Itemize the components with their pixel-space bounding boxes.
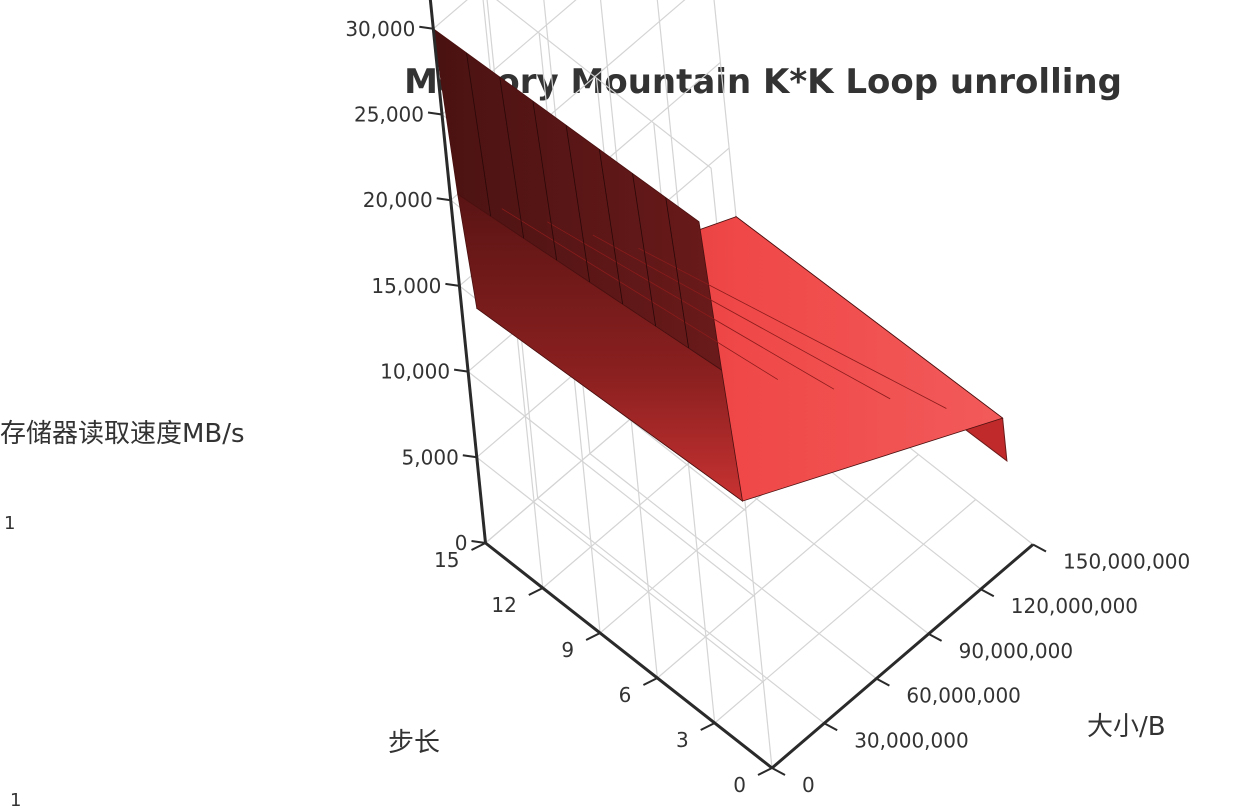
grid-line [589, 453, 877, 680]
z-tick-mark [445, 282, 460, 287]
y-tick-label: 120,000,000 [1011, 594, 1138, 618]
y-tick-mark [875, 677, 890, 687]
surface-facet [592, 234, 891, 400]
z-axis-label: 存储器读取速度MB/s [0, 419, 245, 449]
surface-facet [501, 208, 778, 380]
y-tick-label: 150,000,000 [1063, 550, 1190, 574]
surface-layer [432, 27, 1008, 502]
x-tick-label: 15 [434, 548, 459, 572]
grid-line [467, 371, 755, 598]
x-axis-label: 步长 [388, 728, 441, 758]
surface-facet [499, 76, 525, 239]
grid-line [496, 0, 712, 169]
x-tick-mark [642, 677, 658, 686]
surface-facet [532, 101, 558, 261]
z-axis-line [428, 0, 487, 544]
y-tick-mark [1032, 543, 1047, 553]
x-tick-label: 3 [676, 728, 689, 752]
z-tick-mark [419, 25, 434, 30]
z-tick-mark [462, 454, 477, 459]
z-tick-mark [471, 540, 486, 544]
y-tick-mark [823, 722, 838, 732]
z-tick-label: 15,000 [371, 274, 441, 298]
x-tick-mark [528, 587, 544, 596]
surface-facet [665, 197, 689, 349]
z-tick-label: 30,000 [345, 17, 415, 41]
stray-label-2: 1 [10, 790, 22, 811]
z-tick-mark [436, 197, 451, 202]
y-tick-label: 0 [802, 773, 815, 797]
grid-line [714, 499, 977, 724]
z-tick-label: 0 [455, 531, 468, 555]
tick-labels: 35,00030,00025,00020,00015,00010,0005,00… [345, 17, 1190, 797]
y-tick-mark [771, 767, 786, 776]
z-tick-label: 5,000 [402, 445, 459, 469]
y-axis-label: 大小/B [1087, 712, 1166, 742]
x-tick-label: 6 [619, 683, 632, 707]
y-tick-label: 90,000,000 [959, 639, 1074, 663]
x-tick-mark [700, 722, 716, 731]
x-axis-line [484, 541, 773, 770]
surface-facet [598, 149, 624, 305]
z-tick-label: 25,000 [354, 103, 424, 127]
axes-layer [419, 0, 1047, 776]
surface-facet [638, 247, 947, 409]
y-tick-mark [980, 588, 995, 598]
z-tick-label: 20,000 [363, 188, 433, 212]
x-tick-mark [585, 632, 601, 641]
x-tick-mark [757, 767, 773, 776]
x-tick-mark [471, 542, 486, 551]
grid-line [537, 497, 825, 724]
x-tick-label: 9 [561, 638, 574, 662]
z-tick-label: 10,000 [380, 360, 450, 384]
grid-line [657, 454, 919, 679]
x-tick-label: 0 [733, 773, 746, 797]
z-tick-mark [427, 111, 443, 116]
y-axis-line [771, 543, 1034, 770]
y-tick-mark [928, 633, 943, 642]
surface-facet [632, 173, 656, 327]
x-tick-label: 12 [491, 593, 516, 617]
z-tick-mark [453, 368, 469, 373]
stray-label-1: 1 [4, 513, 16, 534]
surface-facet [466, 52, 492, 217]
y-tick-label: 60,000,000 [906, 684, 1021, 708]
grid-line [476, 456, 764, 683]
surface-facet [547, 221, 835, 390]
surface-facet [565, 125, 591, 283]
y-tick-label: 30,000,000 [854, 728, 969, 752]
